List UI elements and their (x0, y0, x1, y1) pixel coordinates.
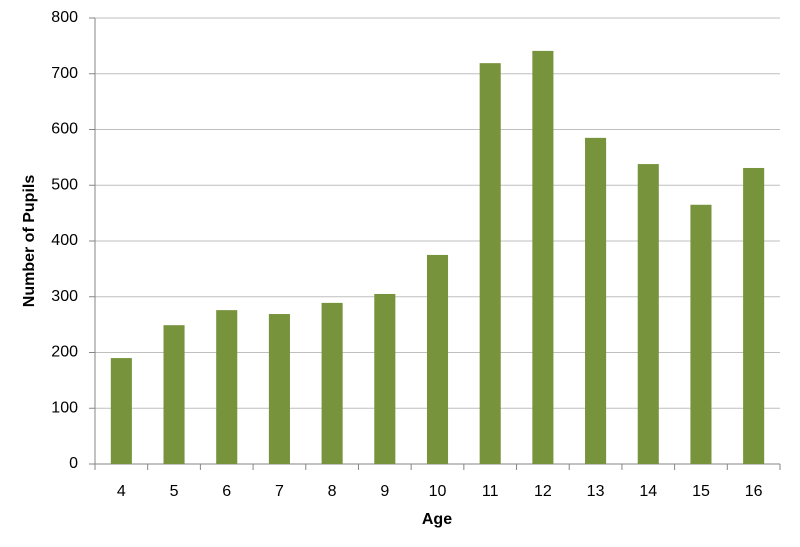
bar (426, 254, 449, 464)
x-tick-label: 11 (482, 483, 499, 500)
x-tick-label: 15 (692, 483, 710, 500)
x-tick-label: 8 (328, 483, 337, 500)
bar (110, 358, 132, 464)
x-tick-label: 10 (429, 483, 447, 500)
y-tick-label: 400 (51, 232, 78, 249)
x-tick-label: 14 (639, 483, 657, 500)
bar (532, 50, 554, 465)
y-tick-label: 500 (51, 176, 78, 193)
x-tick-label: 6 (222, 483, 231, 500)
y-tick-label: 0 (69, 455, 78, 472)
x-tick-label: 12 (534, 483, 552, 500)
x-tick-label: 5 (170, 483, 179, 500)
x-tick-label: 13 (587, 483, 605, 500)
bar (163, 325, 185, 464)
y-axis-title: Number of Pupils (21, 175, 38, 308)
y-tick-label: 700 (51, 65, 78, 82)
y-tick-label: 300 (51, 288, 78, 305)
bar (374, 293, 396, 464)
x-tick-label: 7 (275, 483, 284, 500)
bar (743, 167, 765, 464)
y-tick-label: 600 (51, 121, 78, 138)
bar (268, 314, 290, 464)
bar (479, 63, 501, 464)
y-tick-label: 200 (51, 344, 78, 361)
x-tick-label: 16 (745, 483, 763, 500)
bar (690, 204, 712, 464)
x-tick-label: 4 (117, 483, 126, 500)
bar (321, 302, 343, 464)
bar (585, 137, 607, 465)
bar (637, 164, 659, 464)
y-tick-label: 800 (51, 9, 78, 26)
x-axis-title: Age (422, 511, 452, 528)
x-tick-label: 9 (380, 483, 389, 500)
y-tick-label: 100 (51, 399, 78, 416)
bar (216, 310, 238, 464)
